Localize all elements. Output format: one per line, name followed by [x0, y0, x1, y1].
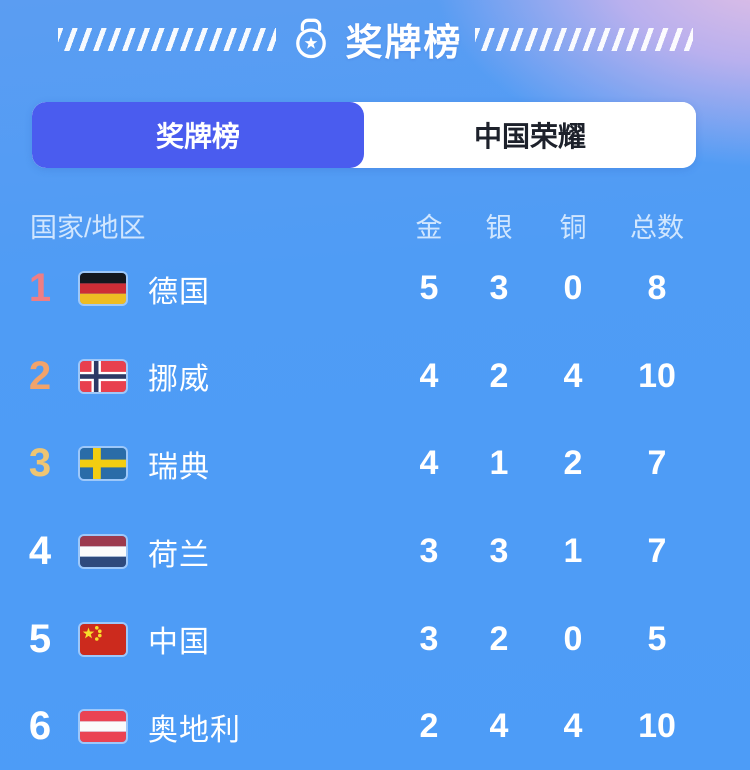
decor-slashes-right — [474, 27, 693, 51]
total-count: 10 — [638, 707, 676, 746]
total-count: 7 — [647, 532, 667, 571]
col-header-silver: 银 — [485, 212, 513, 243]
country-name: 挪威 — [148, 363, 210, 397]
medal-icon — [295, 18, 326, 59]
table-header-row: 国家/地区 金 银 铜 总数 — [0, 205, 750, 245]
silver-count: 4 — [489, 707, 509, 746]
total-count: 10 — [638, 356, 676, 395]
gold-count: 3 — [419, 619, 439, 658]
flag-austria-icon — [80, 711, 126, 743]
tab-medal-table[interactable]: 奖牌榜 — [32, 102, 364, 168]
flag-sweden-icon — [80, 448, 126, 480]
rank-number: 4 — [28, 529, 52, 574]
rank-number: 1 — [28, 266, 52, 311]
gold-count: 4 — [419, 356, 439, 395]
tab-bar: 奖牌榜 中国荣耀 — [32, 102, 696, 168]
silver-count: 2 — [489, 619, 509, 658]
bronze-count: 4 — [563, 356, 583, 395]
table-row[interactable]: 3 瑞典 4 1 2 7 — [0, 420, 750, 508]
gold-count: 2 — [419, 707, 439, 746]
country-name: 德国 — [148, 275, 210, 309]
total-count: 8 — [647, 269, 667, 308]
table-row[interactable]: 2 挪威 4 2 4 10 — [0, 333, 750, 421]
table-row[interactable]: 5 中国 3 2 0 5 — [0, 595, 750, 683]
silver-count: 3 — [489, 269, 509, 308]
decor-slashes-left — [57, 27, 276, 51]
total-count: 7 — [647, 444, 667, 483]
tab-china-glory[interactable]: 中国荣耀 — [364, 102, 696, 168]
bronze-count: 1 — [563, 532, 583, 571]
rank-number: 6 — [28, 704, 52, 749]
gold-count: 5 — [419, 269, 439, 308]
bronze-count: 0 — [563, 619, 583, 658]
gold-count: 3 — [419, 532, 439, 571]
country-name: 瑞典 — [148, 450, 210, 484]
flag-netherlands-icon — [80, 536, 126, 568]
col-header-total: 总数 — [630, 212, 684, 243]
rank-number: 2 — [28, 353, 52, 398]
silver-count: 1 — [489, 444, 509, 483]
col-header-gold: 金 — [415, 212, 443, 243]
table-row[interactable]: 6 奥地利 2 4 4 10 — [0, 683, 750, 770]
gold-count: 4 — [419, 444, 439, 483]
rank-number: 3 — [28, 441, 52, 486]
silver-count: 2 — [489, 356, 509, 395]
page-title: 奖牌榜 — [345, 22, 463, 63]
flag-germany-icon — [80, 273, 126, 305]
header: 奖牌榜 — [0, 14, 750, 64]
medal-table-body: 1 德国 5 3 0 8 2 — [0, 245, 750, 770]
total-count: 5 — [647, 619, 667, 658]
bronze-count: 4 — [563, 707, 583, 746]
table-row[interactable]: 4 荷兰 3 3 1 7 — [0, 508, 750, 596]
col-header-bronze: 铜 — [559, 212, 587, 243]
country-name: 中国 — [148, 626, 210, 660]
flag-china-icon — [80, 623, 126, 655]
rank-number: 5 — [28, 616, 52, 661]
country-name: 荷兰 — [148, 538, 210, 572]
bronze-count: 0 — [563, 269, 583, 308]
silver-count: 3 — [489, 532, 509, 571]
table-row[interactable]: 1 德国 5 3 0 8 — [0, 245, 750, 333]
flag-norway-icon — [80, 360, 126, 392]
col-header-region: 国家/地区 — [30, 212, 146, 243]
bronze-count: 2 — [563, 444, 583, 483]
country-name: 奥地利 — [148, 713, 241, 747]
